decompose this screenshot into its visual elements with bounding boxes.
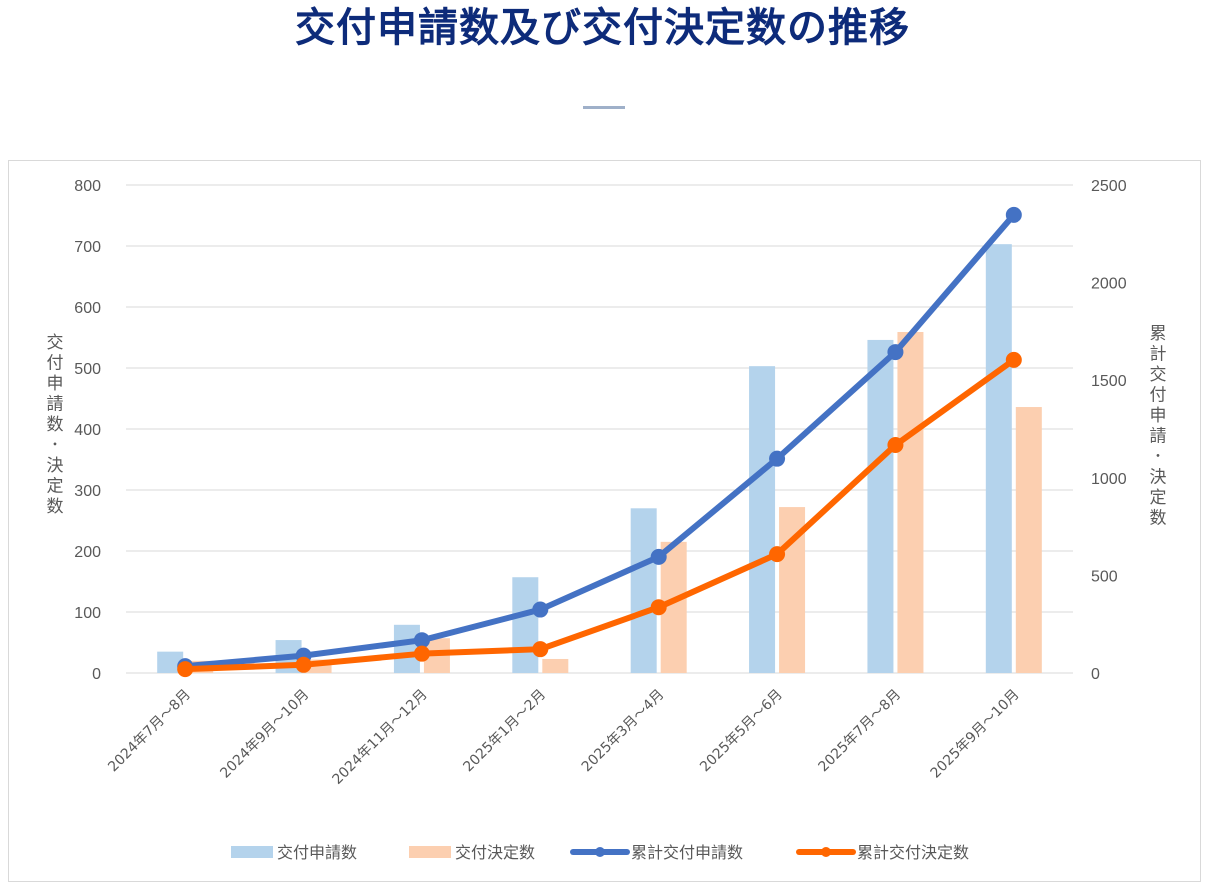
x-axis-labels: 2024年7月～8月 2024年9月～10月 2024年11月～12月 2025年1月…: [105, 687, 1022, 788]
legend-label: 交付決定数: [455, 843, 535, 862]
svg-text:･: ･: [51, 436, 60, 456]
bar: [749, 366, 776, 673]
svg-text:累: 累: [1150, 324, 1167, 344]
svg-text:定: 定: [47, 477, 64, 497]
legend-item-2[interactable]: 累計交付申請数: [570, 843, 743, 862]
svg-text:数: 数: [47, 415, 64, 435]
x-axis-tick-label: 2024年7月～8月: [105, 687, 194, 776]
svg-text:交: 交: [47, 333, 64, 353]
bar: [630, 508, 657, 673]
combo-chart: 0 100 200 300 400 500 600 700 800 0 500 1000 1500 200…: [47, 178, 1167, 862]
svg-text:数: 数: [47, 497, 64, 517]
svg-text:定: 定: [1150, 488, 1167, 508]
y2-axis-title: 累計交付申請･決定数: [1150, 324, 1167, 529]
legend-item-3[interactable]: 累計交付決定数: [796, 843, 969, 862]
y-axis-tick-label: 400: [74, 422, 101, 439]
svg-text:申: 申: [1150, 406, 1167, 426]
y-axis-tick-label: 600: [74, 300, 101, 317]
data-point: [650, 548, 667, 565]
data-point: [177, 661, 194, 678]
x-axis-tick-label: 2025年5月～6月: [697, 687, 786, 776]
data-point: [413, 645, 430, 662]
y-axis-title: 交付申請数･決定数: [47, 333, 64, 517]
line-series-0: [177, 206, 1022, 675]
bar: [512, 577, 539, 673]
svg-text:･: ･: [1154, 447, 1163, 467]
x-axis-tick-label: 2025年7月～8月: [816, 687, 905, 776]
data-point: [532, 601, 549, 618]
legend-label: 累計交付決定数: [857, 843, 969, 862]
legend-item-0[interactable]: 交付申請数: [231, 843, 357, 862]
legend-item-1[interactable]: 交付決定数: [409, 843, 535, 862]
title-divider: [583, 106, 625, 109]
svg-text:決: 決: [1150, 468, 1167, 488]
y-axis-tick-label: 0: [92, 666, 101, 683]
data-point: [1005, 206, 1022, 223]
data-point: [532, 641, 549, 658]
legend-label: 交付申請数: [277, 843, 357, 862]
data-point: [887, 344, 904, 361]
data-point: [769, 450, 786, 467]
y-axis-tick-label: 800: [74, 178, 101, 195]
y2-axis-tick-label: 500: [1091, 568, 1118, 585]
bar: [867, 339, 894, 673]
gridlines: [126, 184, 1073, 674]
data-point: [413, 632, 430, 649]
bar: [1015, 407, 1042, 673]
y2-axis-tick-label: 2000: [1091, 276, 1127, 293]
y-axis-tick-label: 100: [74, 605, 101, 622]
y2-axis-tick-label: 1000: [1091, 471, 1127, 488]
svg-text:計: 計: [1150, 345, 1167, 365]
chart-container: 0 100 200 300 400 500 600 700 800 0 500 1000 1500 200…: [8, 160, 1201, 882]
y-axis-tick-label: 700: [74, 239, 101, 256]
svg-text:請: 請: [1150, 427, 1167, 447]
page-title: 交付申請数及び交付決定数の推移: [295, 5, 910, 51]
bar: [985, 244, 1012, 674]
x-axis-tick-label: 2024年9月～10月: [217, 687, 312, 782]
y2-axis-tick-label: 0: [1091, 666, 1100, 683]
legend: 交付申請数 交付決定数 累計交付申請数 累計交付決定数: [231, 843, 969, 862]
x-axis-tick-label: 2025年9月～10月: [928, 687, 1023, 782]
bar: [897, 332, 924, 673]
svg-text:付: 付: [1150, 386, 1167, 406]
svg-text:交: 交: [1150, 365, 1167, 385]
legend-label: 累計交付申請数: [631, 843, 743, 862]
bar: [157, 651, 184, 673]
y-axis-tick-label: 300: [74, 483, 101, 500]
y2-axis-tick-label: 2500: [1091, 178, 1127, 195]
data-point: [650, 599, 667, 616]
svg-text:申: 申: [47, 374, 64, 394]
data-point: [887, 437, 904, 454]
legend-swatch-icon: [231, 846, 273, 858]
data-point: [1005, 351, 1022, 368]
data-point: [769, 546, 786, 563]
legend-swatch-icon: [409, 846, 451, 858]
svg-text:付: 付: [47, 354, 64, 374]
line-series-1: [177, 351, 1022, 678]
y-axis-tick-label: 200: [74, 544, 101, 561]
data-point: [295, 656, 312, 673]
svg-text:数: 数: [1150, 509, 1167, 529]
x-axis-tick-label: 2024年11月～12月: [329, 687, 430, 788]
svg-text:請: 請: [47, 395, 64, 415]
y-axis-tick-label: 500: [74, 361, 101, 378]
y2-axis-tick-label: 1500: [1091, 373, 1127, 390]
x-axis-tick-label: 2025年1月～2月: [460, 687, 549, 776]
svg-text:決: 決: [47, 456, 64, 476]
x-axis-tick-label: 2025年3月～4月: [579, 687, 668, 776]
bar: [542, 658, 569, 673]
